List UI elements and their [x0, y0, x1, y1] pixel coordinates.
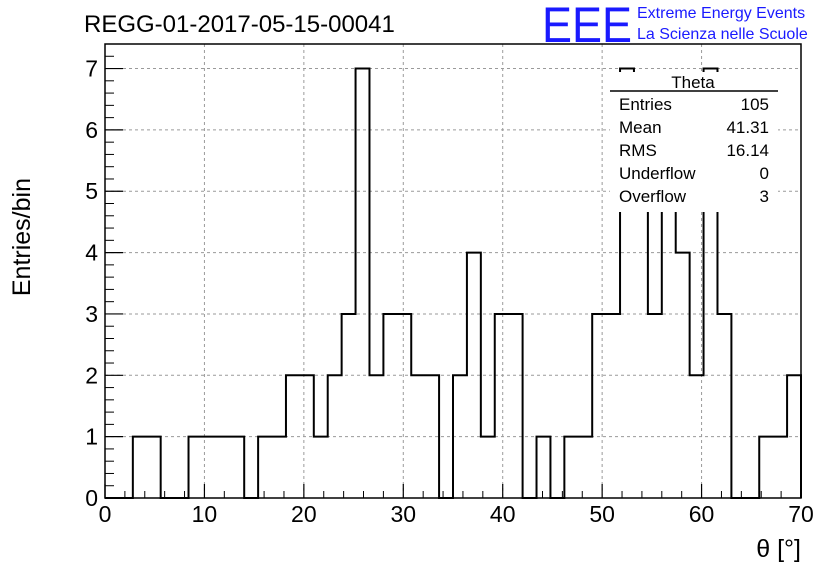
x-tick-labels: 0 10 20 30 40 50 60 70 [99, 501, 814, 527]
logo-line-1: Extreme Energy Events [637, 5, 805, 22]
x-tick-label: 30 [390, 501, 416, 527]
x-tick-label: 40 [490, 501, 516, 527]
y-tick-label: 5 [85, 178, 98, 204]
x-tick-label: 10 [192, 501, 218, 527]
logo-mark: EEE [542, 0, 632, 53]
y-tick-label: 4 [85, 240, 98, 266]
stats-row-value: 16.14 [726, 141, 769, 160]
x-tick-label: 60 [689, 501, 715, 527]
stats-row-label: Entries [619, 95, 672, 114]
stats-row-label: Overflow [619, 187, 687, 206]
y-tick-label: 0 [85, 485, 98, 511]
stats-box-rows: Entries 105 Mean 41.31 RMS 16.14 Underflow 0 Ove… [619, 95, 769, 206]
x-tick-label: 70 [788, 501, 814, 527]
x-tick-label: 20 [291, 501, 317, 527]
axis-ticks [104, 55, 802, 499]
x-tick-label: 50 [589, 501, 615, 527]
plot-frame [104, 43, 802, 499]
y-tick-label: 3 [85, 301, 98, 327]
y-tick-label: 1 [85, 424, 98, 450]
stats-row-value: 41.31 [726, 118, 769, 137]
stats-row-value: 3 [760, 187, 769, 206]
stats-row-value: 105 [741, 95, 769, 114]
stats-box: Theta Entries 105 Mean 41.31 RMS 16.14 Underfl… [610, 72, 778, 212]
x-tick-label: 0 [99, 501, 112, 527]
stats-row-label: Underflow [619, 164, 696, 183]
stats-row-value: 0 [760, 164, 769, 183]
chart-title: REGG-01-2017-05-15-00041 [84, 11, 395, 38]
y-tick-labels: 0 1 2 3 4 5 6 7 [85, 56, 98, 511]
stats-row-label: Mean [619, 118, 662, 137]
y-tick-label: 2 [85, 362, 98, 388]
stats-box-background [610, 72, 778, 212]
experiment-logo: EEE Extreme Energy Events La Scienza nel… [542, 0, 808, 53]
y-axis-label: Entries/bin [8, 178, 36, 296]
logo-line-2: La Scienza nelle Scuole [637, 26, 808, 43]
y-tick-label: 6 [85, 117, 98, 143]
stats-row-label: RMS [619, 141, 657, 160]
stats-box-name: Theta [671, 73, 715, 92]
x-axis-label: θ [°] [756, 535, 801, 563]
y-tick-label: 7 [85, 56, 98, 82]
